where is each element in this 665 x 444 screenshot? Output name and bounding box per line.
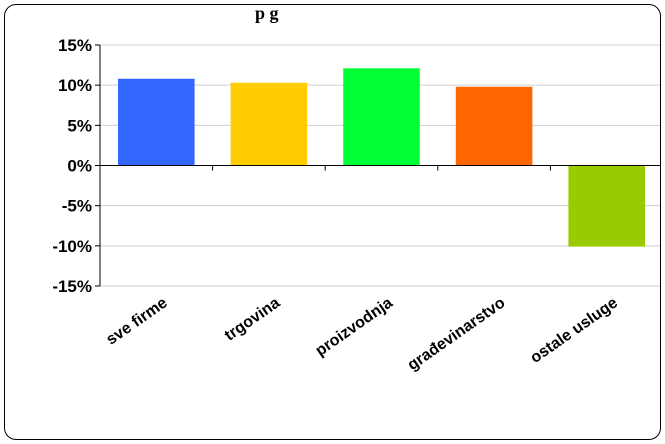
chart-title: p g xyxy=(255,5,279,23)
y-tick-label: 0% xyxy=(67,157,92,176)
category-label: građevinarstvo xyxy=(405,294,509,374)
y-tick-label: 15% xyxy=(58,36,92,55)
category-label: trgovina xyxy=(222,294,284,344)
category-label: sve firme xyxy=(103,294,170,348)
y-tick-label: -5% xyxy=(62,197,92,216)
bar-2 xyxy=(343,68,420,165)
bar-chart: p g 15% 10% 5% 0% -5% -10% -15% sve firme trgovin… xyxy=(5,5,660,439)
chart-frame: p g 15% 10% 5% 0% -5% -10% -15% sve firme trgovin… xyxy=(4,4,661,440)
category-label: ostale usluge xyxy=(527,294,621,367)
y-tick-label: -10% xyxy=(52,237,92,256)
bar-1 xyxy=(231,83,308,166)
y-tick-label: 10% xyxy=(58,76,92,95)
y-tick-label: 5% xyxy=(67,116,92,135)
y-tick-label: -15% xyxy=(52,277,92,296)
bar-0 xyxy=(118,79,195,166)
bar-4 xyxy=(568,166,645,247)
bar-3 xyxy=(456,87,533,166)
category-label: proizvodnja xyxy=(312,294,395,359)
